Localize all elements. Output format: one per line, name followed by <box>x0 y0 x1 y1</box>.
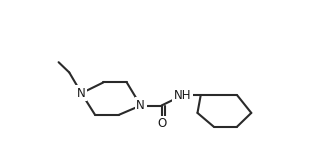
Text: N: N <box>136 99 145 112</box>
Text: NH: NH <box>174 89 191 102</box>
Text: N: N <box>77 87 86 100</box>
Text: O: O <box>157 118 166 131</box>
